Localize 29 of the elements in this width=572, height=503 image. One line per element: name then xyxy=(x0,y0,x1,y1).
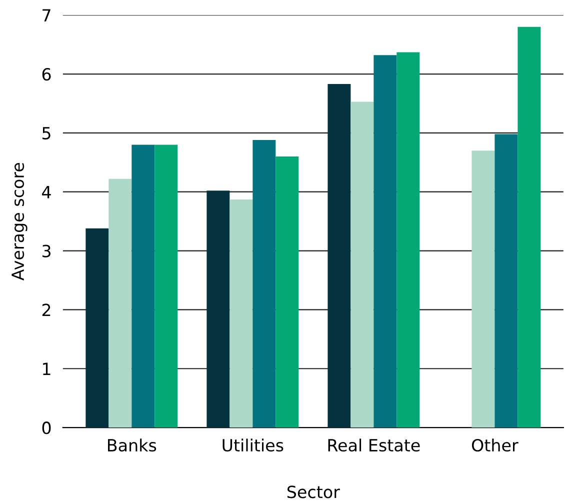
x-axis-title: Sector xyxy=(287,486,340,498)
y-tick-label: 4 xyxy=(42,186,51,198)
bar xyxy=(350,102,374,428)
y-tick-label: 6 xyxy=(42,68,51,81)
x-tick-label: Utilities xyxy=(222,438,284,452)
y-tick-label: 7 xyxy=(42,9,50,22)
bar xyxy=(472,150,495,428)
x-tick-label: Real Estate xyxy=(328,438,420,452)
bar xyxy=(206,190,230,428)
bar xyxy=(276,156,299,428)
bar xyxy=(132,144,155,428)
bar xyxy=(518,26,541,428)
bar xyxy=(328,84,351,428)
y-tick-label: 5 xyxy=(42,127,50,140)
y-axis-title: Average score xyxy=(12,162,28,280)
bar xyxy=(396,52,420,428)
bar xyxy=(252,140,276,428)
y-tick-label: 2 xyxy=(42,304,50,316)
x-tick-label: Banks xyxy=(108,438,156,452)
x-tick-label: Other xyxy=(472,438,518,452)
bar xyxy=(374,55,397,428)
y-tick-label: 0 xyxy=(42,422,51,434)
bar xyxy=(86,228,109,428)
bar xyxy=(108,178,132,428)
bar xyxy=(154,144,178,428)
bar xyxy=(494,134,518,428)
bar xyxy=(230,200,253,428)
y-tick-label: 1 xyxy=(43,362,50,375)
y-tick-label: 3 xyxy=(42,244,50,258)
